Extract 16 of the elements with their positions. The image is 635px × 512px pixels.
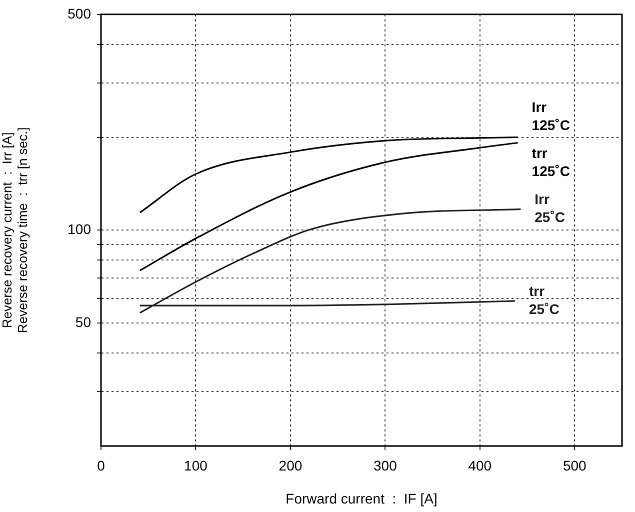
y-tick-label: 50 (75, 314, 92, 330)
x-tick-label: 200 (278, 457, 302, 474)
x-tick-label: 500 (562, 457, 587, 474)
series-label: Irr 25˚C (534, 191, 565, 226)
y-tick-label: 100 (68, 221, 92, 238)
x-tick-label: 100 (184, 457, 208, 474)
x-axis-title: Forward current : IF [A] (286, 490, 438, 506)
series-label: Irr 125˚C (532, 98, 570, 133)
series-label: trr 125˚C (532, 144, 570, 179)
x-tick-label: 300 (374, 457, 398, 474)
series-label: trr 25˚C (528, 282, 560, 317)
y-axis-title: Reverse recovery current : Irr [A] Reverse recovery time : trr [n sec.] (0, 127, 30, 334)
x-tick-label: 0 (97, 457, 106, 474)
y-tick-label: 500 (68, 5, 92, 22)
x-tick-label: 400 (468, 457, 492, 474)
line-series (139, 208, 522, 314)
